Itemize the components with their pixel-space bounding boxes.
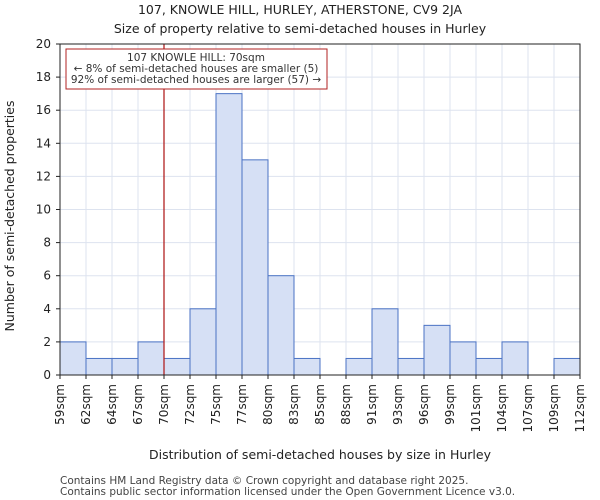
annotation-line-2: ← 8% of semi-detached houses are smaller… [74, 63, 319, 75]
x-tick-label: 88sqm [339, 384, 353, 425]
annotation-box: 107 KNOWLE HILL: 70sqm ← 8% of semi-deta… [65, 48, 328, 90]
annotation-line-3: 92% of semi-detached houses are larger (… [71, 74, 322, 86]
y-tick-label: 6 [43, 269, 51, 283]
x-tick-label: 93sqm [391, 384, 405, 425]
bar [189, 308, 217, 376]
chart-title: 107, KNOWLE HILL, HURLEY, ATHERSTONE, CV… [138, 2, 462, 17]
bar [85, 357, 113, 376]
annotation-line-1: 107 KNOWLE HILL: 70sqm [127, 52, 265, 64]
grid-layer [59, 43, 581, 376]
chart-subtitle: Size of property relative to semi-detach… [114, 21, 487, 36]
bar [215, 93, 243, 376]
y-tick-label: 16 [36, 103, 51, 117]
bar [449, 341, 477, 376]
bar [293, 357, 321, 376]
bar [345, 357, 373, 376]
bar [111, 357, 139, 376]
x-axis-label: Distribution of semi-detached houses by … [149, 447, 492, 462]
y-tick-label: 12 [36, 169, 51, 183]
bar [241, 159, 269, 376]
bar [475, 357, 503, 376]
footer-line-2: Contains public sector information licen… [60, 486, 515, 498]
y-axis-label: Number of semi-detached properties [2, 101, 17, 332]
annotation-border [65, 48, 328, 90]
x-ticks: 59sqm 62sqm 64sqm 67sqm 70sqm 72sqm 75sqm 77sqm… [53, 375, 587, 432]
bar [59, 341, 87, 376]
footer-line-1: Contains HM Land Registry data © Crown c… [60, 475, 468, 487]
x-tick-label: 85sqm [313, 384, 327, 425]
y-tick-label: 4 [43, 302, 51, 316]
x-tick-label: 80sqm [261, 384, 275, 425]
y-tick-label: 0 [43, 368, 51, 382]
bar [553, 357, 581, 376]
bar [163, 357, 191, 376]
bar [137, 341, 165, 376]
x-tick-label: 101sqm [469, 384, 483, 432]
x-tick-label: 75sqm [209, 384, 223, 425]
bar [267, 275, 295, 376]
x-tick-label: 107sqm [521, 384, 535, 432]
x-tick-label: 104sqm [495, 384, 509, 432]
x-tick-label: 99sqm [443, 384, 457, 425]
x-tick-label: 67sqm [131, 384, 145, 425]
bar [371, 308, 399, 376]
y-tick-label: 18 [36, 70, 51, 84]
x-tick-label: 91sqm [365, 384, 379, 425]
bar [423, 324, 451, 376]
x-tick-label: 77sqm [235, 384, 249, 425]
x-tick-label: 59sqm [53, 384, 67, 425]
y-tick-label: 8 [43, 236, 51, 250]
x-tick-label: 62sqm [79, 384, 93, 425]
x-tick-label: 70sqm [157, 384, 171, 425]
y-tick-label: 10 [36, 203, 51, 217]
y-ticks: 0 2 4 6 8 10 12 14 16 18 20 [36, 37, 60, 382]
y-tick-label: 2 [43, 335, 51, 349]
x-tick-label: 112sqm [573, 384, 587, 432]
x-tick-label: 64sqm [105, 384, 119, 425]
bar [501, 341, 529, 376]
y-tick-label: 14 [36, 136, 51, 150]
x-tick-label: 72sqm [183, 384, 197, 425]
x-tick-label: 109sqm [547, 384, 561, 432]
bars-layer [59, 93, 581, 376]
x-tick-label: 83sqm [287, 384, 301, 425]
y-tick-label: 20 [36, 37, 51, 51]
x-tick-label: 96sqm [417, 384, 431, 425]
bar [397, 357, 425, 376]
